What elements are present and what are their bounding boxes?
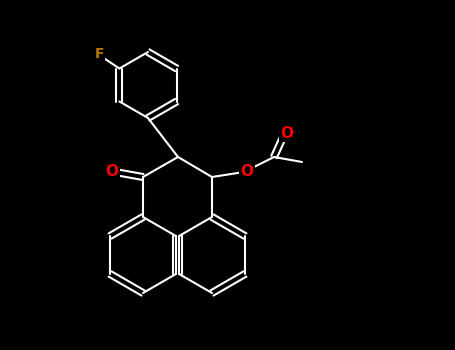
Text: O: O	[280, 126, 293, 140]
Text: O: O	[106, 164, 118, 180]
Text: O: O	[241, 164, 253, 180]
Text: F: F	[95, 48, 104, 62]
